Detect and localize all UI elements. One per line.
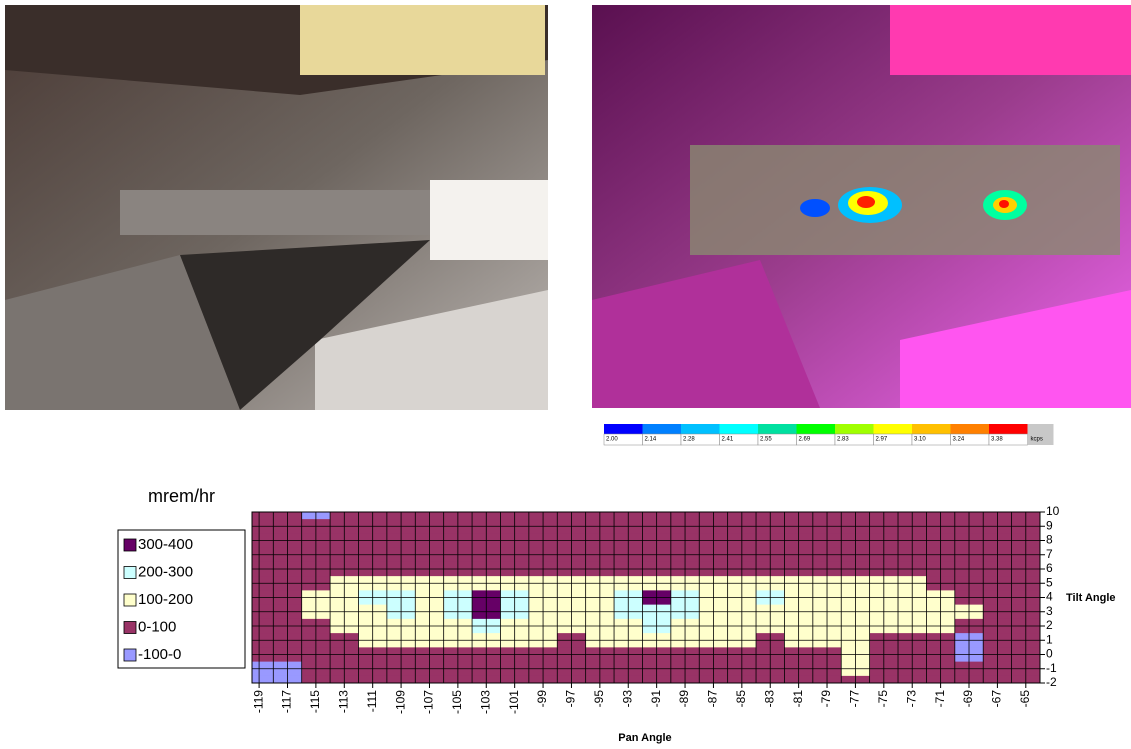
y-tick-label: 6 bbox=[1046, 561, 1053, 575]
color-swatch bbox=[835, 424, 874, 434]
x-tick-label: -101 bbox=[507, 690, 521, 714]
x-tick-label: -65 bbox=[1018, 690, 1032, 708]
y-tick-label: 1 bbox=[1046, 632, 1053, 646]
x-tick-label: -73 bbox=[904, 690, 918, 708]
x-tick-label: -105 bbox=[450, 690, 464, 714]
y-axis-title: Tilt Angle bbox=[1066, 592, 1116, 604]
color-swatch bbox=[797, 424, 836, 434]
legend-label: 100-200 bbox=[138, 591, 193, 608]
y-tick-label: 8 bbox=[1046, 533, 1053, 547]
y-tick-label: -1 bbox=[1046, 661, 1057, 675]
x-tick-label: -85 bbox=[734, 690, 748, 708]
color-tick-label: 2.00 bbox=[606, 437, 618, 443]
y-tick-label: 4 bbox=[1046, 590, 1053, 604]
color-swatch bbox=[989, 424, 1028, 434]
color-swatch bbox=[912, 424, 951, 434]
color-tick-label: 2.14 bbox=[645, 437, 657, 443]
legend-label: 0-100 bbox=[138, 618, 176, 635]
color-tick-label: 3.38 bbox=[991, 437, 1003, 443]
x-tick-label: -87 bbox=[706, 690, 720, 708]
color-swatch bbox=[758, 424, 797, 434]
color-swatch bbox=[951, 424, 990, 434]
x-tick-label: -89 bbox=[677, 690, 691, 708]
legend-swatch bbox=[124, 622, 136, 634]
x-tick-label: -97 bbox=[564, 690, 578, 708]
x-tick-label: -77 bbox=[848, 690, 862, 708]
color-tick-label: 2.55 bbox=[760, 437, 772, 443]
unit-label: kcps bbox=[1031, 437, 1043, 443]
color-swatch bbox=[874, 424, 913, 434]
color-swatch bbox=[604, 424, 643, 434]
color-tick-label: 2.83 bbox=[837, 437, 849, 443]
x-tick-label: -81 bbox=[791, 690, 805, 708]
x-tick-label: -79 bbox=[819, 690, 833, 708]
x-tick-label: -91 bbox=[649, 690, 663, 708]
color-tick-label: 2.41 bbox=[722, 437, 734, 443]
color-tick-label: 2.97 bbox=[876, 437, 888, 443]
x-tick-label: -99 bbox=[535, 690, 549, 708]
y-tick-label: 9 bbox=[1046, 518, 1053, 532]
y-tick-label: 2 bbox=[1046, 618, 1053, 632]
legend-swatch bbox=[124, 649, 136, 661]
x-tick-label: -71 bbox=[933, 690, 947, 708]
radiation-overlay-photo bbox=[592, 5, 1131, 408]
y-tick-label: -2 bbox=[1046, 675, 1057, 689]
x-tick-label: -117 bbox=[280, 690, 294, 713]
x-tick-label: -113 bbox=[336, 690, 350, 713]
camera-photo bbox=[5, 5, 548, 410]
x-tick-label: -83 bbox=[762, 690, 776, 708]
y-tick-label: 10 bbox=[1046, 504, 1060, 518]
color-tick-label: 2.28 bbox=[683, 437, 695, 443]
page: 2.00 2.14 2.28 2.41 2.55 2.69 2.83 2.97 3.10 3.24… bbox=[0, 0, 1131, 749]
x-tick-label: -69 bbox=[961, 690, 975, 708]
x-tick-label: -107 bbox=[422, 690, 436, 714]
y-tick-label: 0 bbox=[1046, 647, 1053, 661]
legend-title: mrem/hr bbox=[148, 486, 215, 506]
x-tick-label: -95 bbox=[592, 690, 606, 708]
x-tick-label: -103 bbox=[478, 690, 492, 714]
x-tick-label: -115 bbox=[308, 690, 322, 713]
legend-label: 200-300 bbox=[138, 563, 193, 580]
x-tick-label: -109 bbox=[393, 690, 407, 714]
color-swatch bbox=[720, 424, 759, 434]
color-tick-label: 3.24 bbox=[953, 437, 965, 443]
legend-swatch bbox=[124, 594, 136, 606]
color-swatch bbox=[643, 424, 682, 434]
x-tick-label: -75 bbox=[876, 690, 890, 708]
x-axis-title: Pan Angle bbox=[618, 732, 671, 744]
x-tick-label: -111 bbox=[365, 690, 379, 713]
y-tick-label: 7 bbox=[1046, 547, 1053, 561]
screen: 2.00 2.14 2.28 2.41 2.55 2.69 2.83 2.97 3.10 3.24… bbox=[0, 0, 1131, 744]
color-swatch bbox=[681, 424, 720, 434]
x-tick-label: -93 bbox=[620, 690, 634, 708]
y-tick-label: 5 bbox=[1046, 575, 1053, 589]
color-tick-label: 2.69 bbox=[799, 437, 811, 443]
color-tick-label: 3.10 bbox=[914, 437, 926, 443]
contour-chart: mrem/hr Pan Angle Tilt Angle -2-10123456… bbox=[118, 486, 1116, 744]
color-bar: 2.00 2.14 2.28 2.41 2.55 2.69 2.83 2.97 3.10 3.24… bbox=[604, 424, 1054, 445]
legend-label: -100-0 bbox=[138, 646, 181, 663]
y-tick-label: 3 bbox=[1046, 604, 1053, 618]
legend-label: 300-400 bbox=[138, 536, 193, 553]
x-tick-label: -119 bbox=[251, 690, 265, 713]
legend-swatch bbox=[124, 567, 136, 579]
x-tick-label: -67 bbox=[990, 690, 1004, 708]
legend-swatch bbox=[124, 539, 136, 551]
